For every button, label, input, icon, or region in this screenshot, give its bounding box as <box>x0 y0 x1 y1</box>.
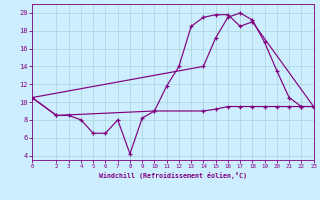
X-axis label: Windchill (Refroidissement éolien,°C): Windchill (Refroidissement éolien,°C) <box>99 172 247 179</box>
